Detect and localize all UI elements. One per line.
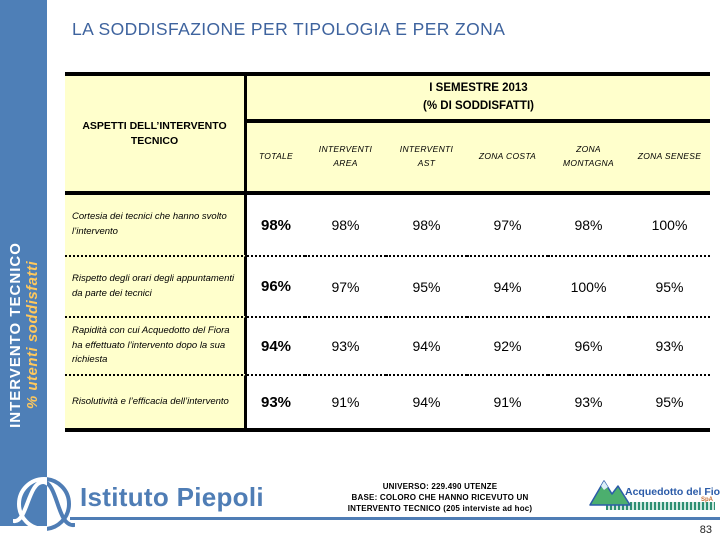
- period-line-1: I SEMESTRE 2013: [429, 82, 528, 95]
- column-header-interventi-area: INTERVENTI AREA: [305, 123, 386, 195]
- page-number: 83: [699, 524, 712, 536]
- piepoli-logo-icon: [13, 474, 75, 540]
- note-sample: INTERVENTO TECNICO (205 interviste ad ho…: [347, 504, 533, 514]
- cell-value: 91%: [305, 374, 386, 428]
- cell-value: 96%: [548, 316, 629, 374]
- column-header-interventi-ast: INTERVENTI AST: [386, 123, 467, 195]
- sidebar-section-label: INTERVENTO TECNICO: [6, 242, 24, 428]
- row-label: Cortesia dei tecnici che hanno svolto l’…: [65, 195, 247, 255]
- column-header-zona-senese: ZONA SENESE: [629, 123, 710, 195]
- fiora-logo-subtext: SpA: [701, 497, 713, 503]
- fiora-logo-text: Acquedotto del Fiora: [625, 486, 720, 498]
- cell-value: 93%: [305, 316, 386, 374]
- sidebar-subtitle-label: % utenti soddisfatti: [23, 260, 41, 410]
- cell-value: 98%: [247, 195, 305, 255]
- column-header-totale: TOTALE: [247, 123, 305, 195]
- cell-value: 95%: [629, 374, 710, 428]
- cell-value: 93%: [548, 374, 629, 428]
- left-accent-bar: [0, 0, 47, 526]
- cell-value: 98%: [548, 195, 629, 255]
- cell-value: 97%: [467, 195, 548, 255]
- period-line-2: (% DI SODDISFATTI): [423, 99, 534, 112]
- column-header-zona-costa: ZONA COSTA: [467, 123, 548, 195]
- cell-value: 98%: [305, 195, 386, 255]
- cell-value: 97%: [305, 255, 386, 316]
- base-note: UNIVERSO: 229.490 UTENZE BASE: COLORO CH…: [300, 481, 580, 515]
- note-base: BASE: COLORO CHE HANNO RICEVUTO UN: [351, 493, 529, 503]
- table-corner-header: ASPETTI DELL’INTERVENTO TECNICO: [65, 76, 247, 195]
- piepoli-logo-text: Istituto Piepoli: [80, 482, 264, 512]
- cell-value: 100%: [629, 195, 710, 255]
- cell-value: 94%: [386, 316, 467, 374]
- cell-value: 93%: [629, 316, 710, 374]
- row-label: Risolutività e l’efficacia dell’interven…: [65, 374, 247, 428]
- cell-value: 94%: [467, 255, 548, 316]
- table-period-header: I SEMESTRE 2013 (% DI SODDISFATTI): [247, 76, 710, 123]
- cell-value: 98%: [386, 195, 467, 255]
- cell-value: 95%: [629, 255, 710, 316]
- fiora-logo: Acquedotto del Fiora SpA: [588, 477, 720, 514]
- cell-value: 92%: [467, 316, 548, 374]
- sidebar-vertical-text: INTERVENTO TECNICO % utenti soddisfatti: [2, 195, 46, 475]
- note-universe: UNIVERSO: 229.490 UTENZE: [382, 482, 498, 491]
- cell-value: 95%: [386, 255, 467, 316]
- fiora-stripe-band: [606, 502, 715, 510]
- cell-value: 93%: [247, 374, 305, 428]
- cell-value: 91%: [467, 374, 548, 428]
- mountains-icon: [588, 477, 632, 512]
- page-title: LA SODDISFAZIONE PER TIPOLOGIA E PER ZON…: [72, 19, 506, 39]
- row-label: Rapidità con cui Acquedotto del Fiora ha…: [65, 316, 247, 374]
- footer-divider: [70, 517, 720, 520]
- cell-value: 100%: [548, 255, 629, 316]
- satisfaction-table: ASPETTI DELL’INTERVENTO TECNICO I SEMEST…: [65, 72, 710, 432]
- cell-value: 94%: [247, 316, 305, 374]
- cell-value: 94%: [386, 374, 467, 428]
- column-header-zona-montagna: ZONA MONTAGNA: [548, 123, 629, 195]
- row-label: Rispetto degli orari degli appuntamenti …: [65, 255, 247, 316]
- cell-value: 96%: [247, 255, 305, 316]
